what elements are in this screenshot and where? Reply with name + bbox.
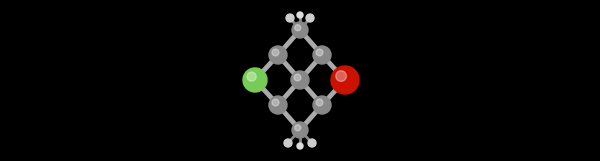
Circle shape — [272, 99, 279, 106]
Circle shape — [336, 71, 346, 81]
Circle shape — [292, 122, 308, 138]
Circle shape — [284, 139, 292, 147]
Circle shape — [269, 46, 287, 64]
Circle shape — [308, 139, 316, 147]
Circle shape — [243, 68, 267, 92]
Circle shape — [292, 22, 308, 38]
Circle shape — [331, 66, 359, 94]
Circle shape — [297, 143, 303, 149]
Circle shape — [294, 74, 301, 81]
Circle shape — [291, 71, 309, 89]
Circle shape — [286, 14, 294, 22]
Circle shape — [272, 49, 279, 56]
Circle shape — [316, 49, 323, 56]
Circle shape — [316, 99, 323, 106]
Circle shape — [313, 96, 331, 114]
Circle shape — [247, 72, 256, 81]
Circle shape — [269, 96, 287, 114]
Circle shape — [306, 14, 314, 22]
Circle shape — [295, 125, 301, 131]
Circle shape — [297, 12, 303, 18]
Circle shape — [295, 25, 301, 31]
Circle shape — [313, 46, 331, 64]
